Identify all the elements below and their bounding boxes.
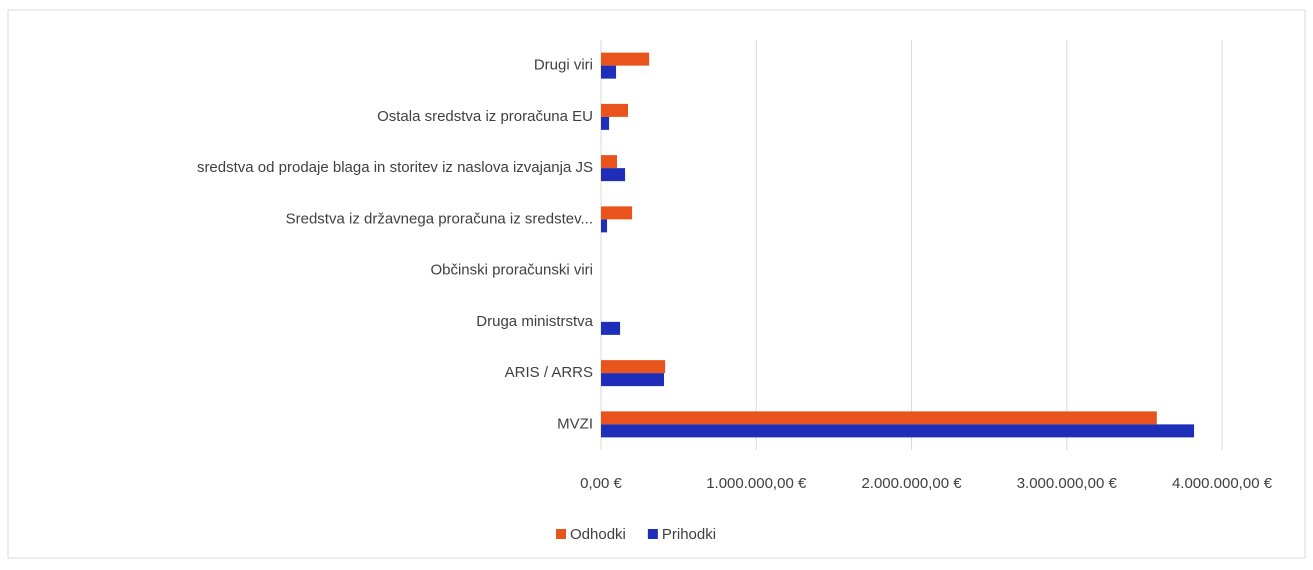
x-tick-label: 1.000.000,00 € [706, 475, 807, 492]
bar [601, 155, 617, 169]
legend-label: Odhodki [570, 526, 626, 543]
y-tick-label: MVZI [557, 415, 593, 432]
x-tick-label: 4.000.000,00 € [1172, 475, 1273, 492]
legend-swatch [556, 529, 566, 539]
bar [601, 219, 608, 233]
chart-frame [7, 9, 1306, 559]
bar [601, 116, 610, 130]
x-tick-label: 2.000.000,00 € [861, 475, 962, 492]
y-tick-label: Sredstva iz državnega proračuna iz sreds… [286, 210, 593, 227]
legend-label: Prihodki [662, 526, 716, 543]
bar [601, 360, 666, 374]
bar [601, 103, 629, 117]
bar [601, 411, 1157, 425]
x-tick-label: 3.000.000,00 € [1017, 475, 1118, 492]
legend-swatch [647, 529, 658, 539]
y-tick-label: Občinski proračunski viri [430, 262, 593, 279]
y-tick-label: Druga ministrstva [476, 313, 593, 330]
bar [601, 65, 617, 79]
bar [601, 206, 633, 220]
bar [601, 168, 626, 182]
y-tick-label: sredstva od prodaje blaga in storitev iz… [197, 159, 593, 176]
y-tick-label: Drugi viri [534, 57, 593, 74]
y-tick-label: Ostala sredstva iz proračuna EU [377, 108, 593, 125]
bar [601, 424, 1195, 438]
bar [601, 373, 665, 387]
bar [601, 52, 650, 66]
x-tick-label: 0,00 € [580, 475, 622, 492]
y-tick-label: ARIS / ARRS [505, 364, 593, 381]
bar [601, 321, 621, 335]
